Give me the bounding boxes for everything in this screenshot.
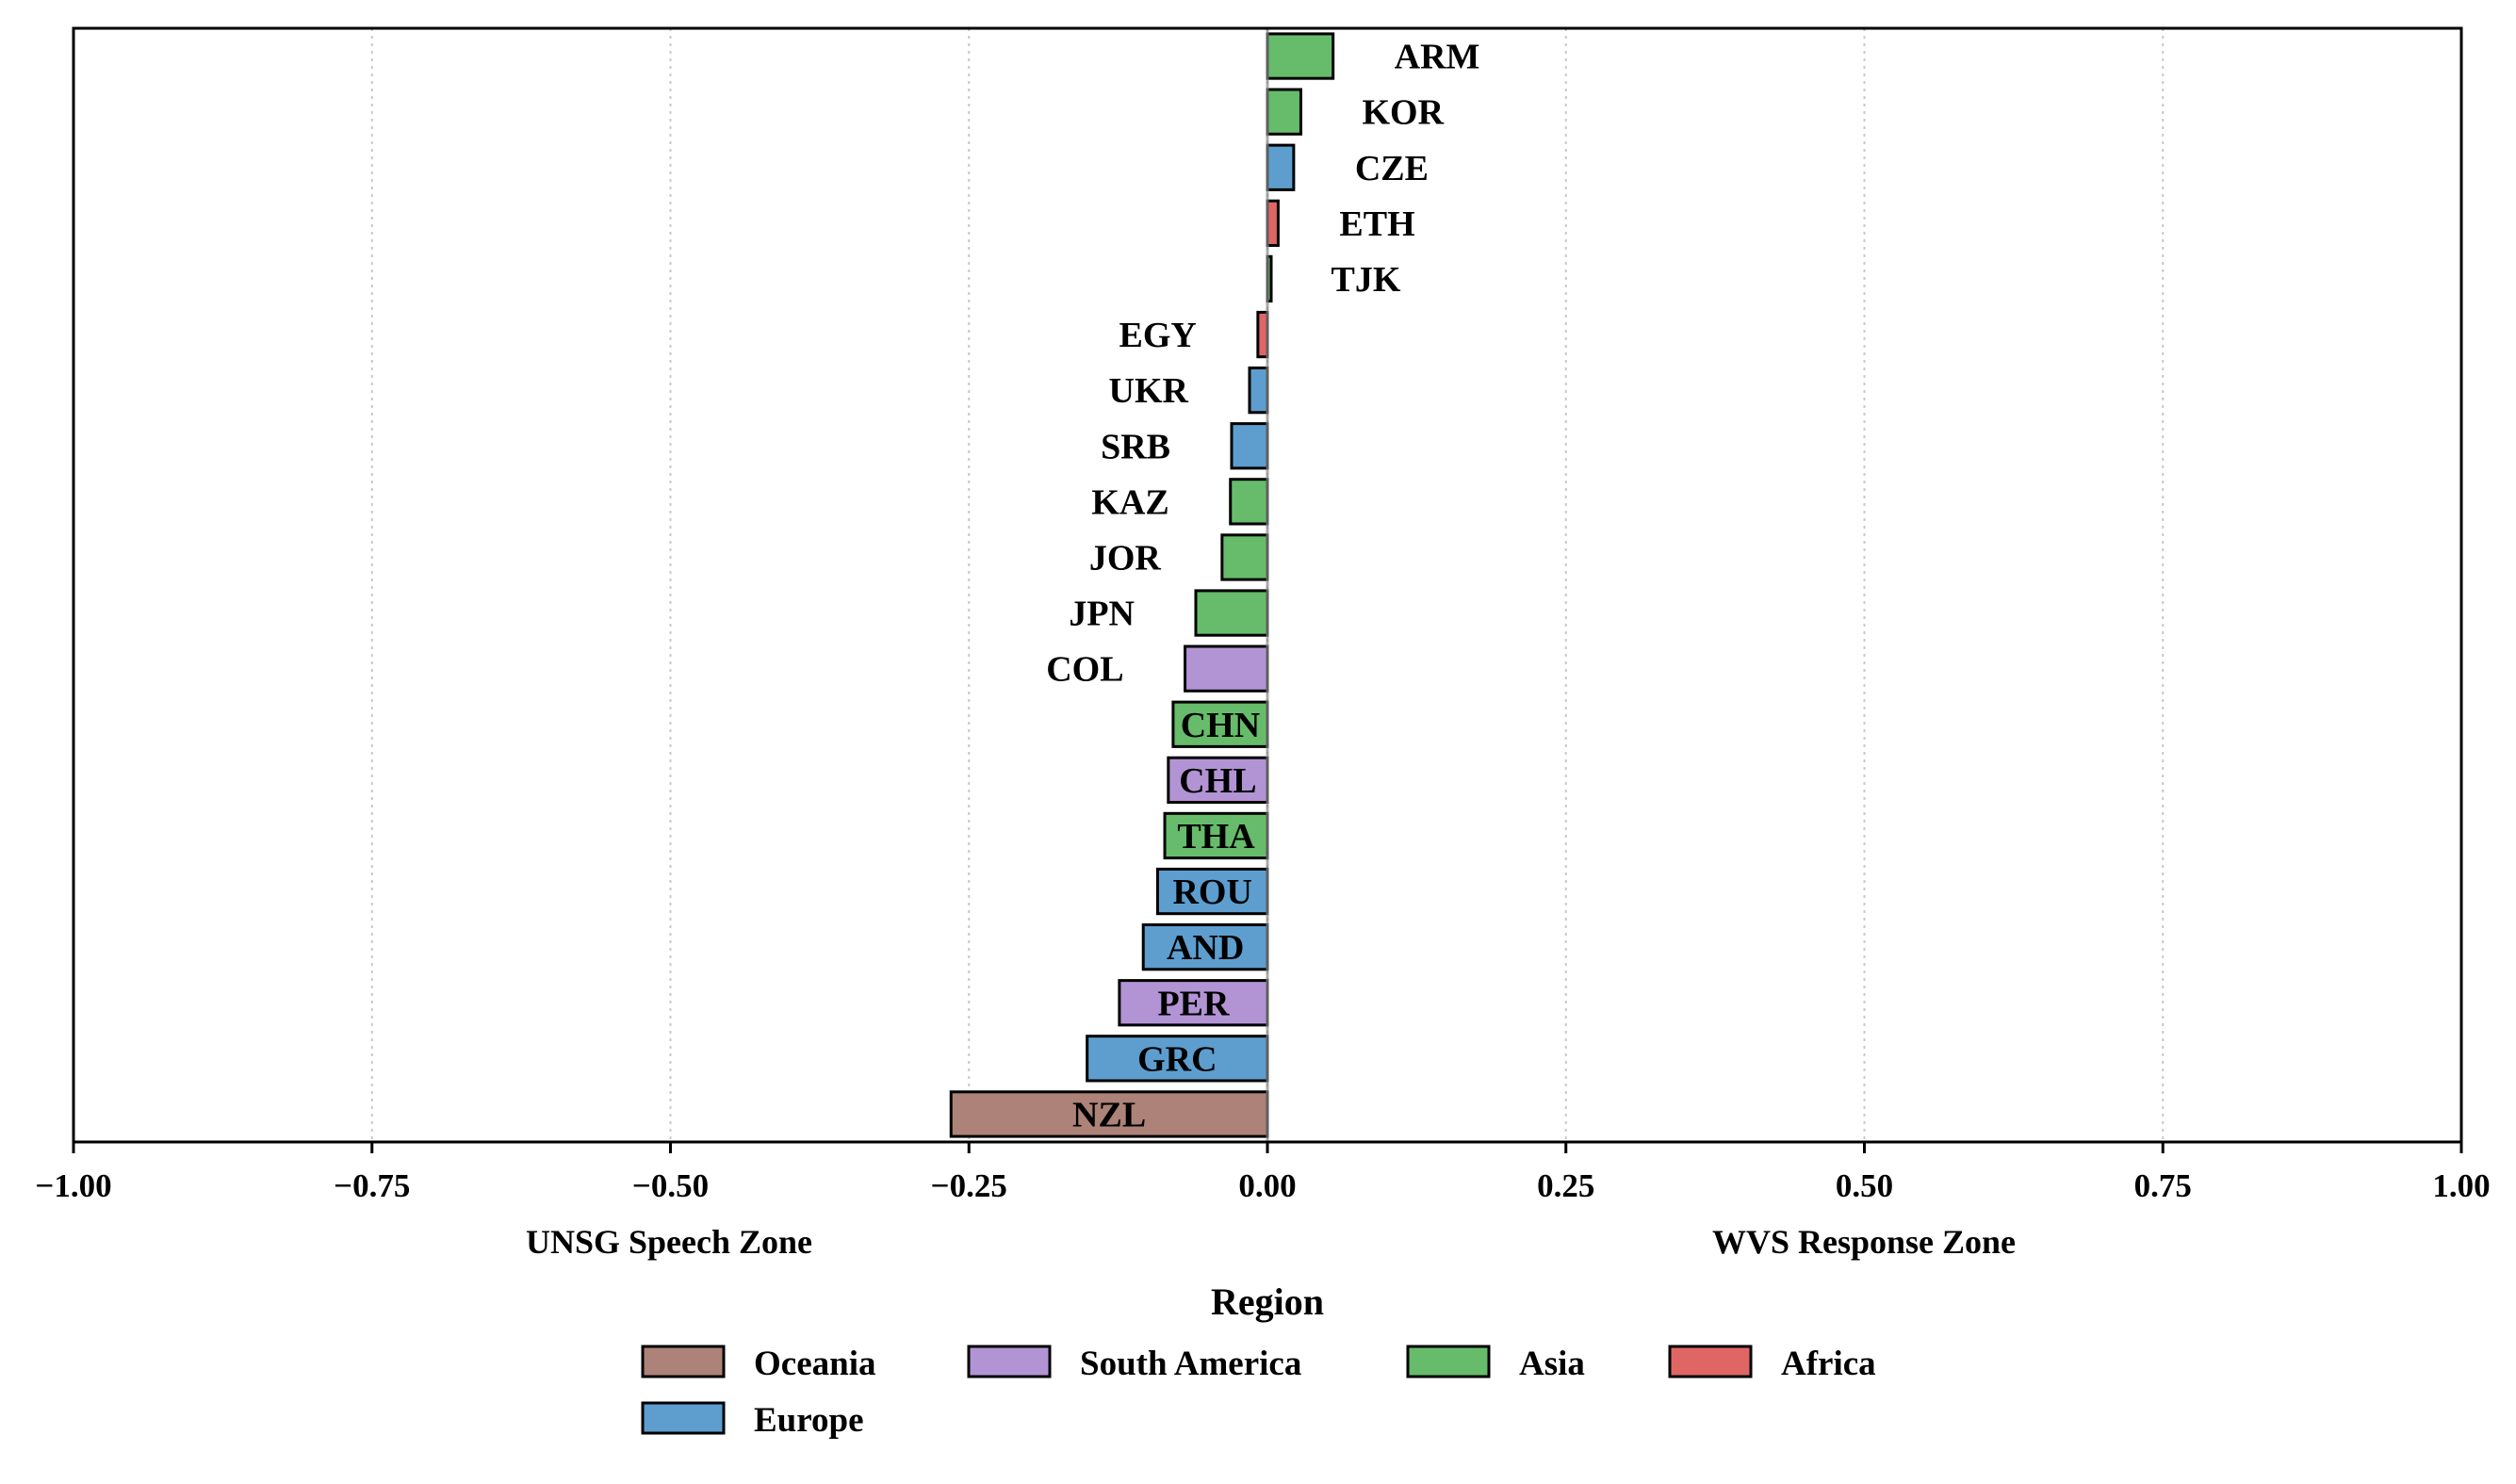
bar-label-cze: CZE <box>1355 149 1429 188</box>
bar-label-arm: ARM <box>1395 38 1480 77</box>
bar-label-egy: EGY <box>1119 316 1197 355</box>
bar-label-chn: CHN <box>1181 706 1260 745</box>
legend-label: Oceania <box>754 1345 875 1383</box>
bar-label-chl: CHL <box>1179 761 1256 801</box>
x-axis-ticks: −1.00 −0.75 −0.50 −0.25 0.00 0.25 0.50 0.75 1.00 <box>35 1142 2491 1204</box>
bar-label-rou: ROU <box>1172 872 1251 912</box>
left-zone-label: UNSG Speech Zone <box>526 1223 812 1261</box>
bar-label-nzl: NZL <box>1072 1095 1146 1134</box>
legend-swatch <box>641 1401 726 1435</box>
right-zone-label: WVS Response Zone <box>1712 1223 2016 1261</box>
bar-label-grc: GRC <box>1137 1039 1217 1079</box>
bar-egy <box>1256 310 1269 359</box>
legend-swatch <box>1406 1345 1491 1378</box>
legend-label: Asia <box>1519 1345 1585 1383</box>
bar-arm <box>1266 32 1335 80</box>
bar-chl <box>1167 756 1269 804</box>
x-tick-label: 0.50 <box>1836 1167 1893 1204</box>
bars <box>949 28 1335 1142</box>
bar-chn <box>1171 700 1269 748</box>
legend-label: Africa <box>1781 1345 1876 1383</box>
bar-jpn <box>1194 589 1269 637</box>
bar-cze <box>1266 143 1296 191</box>
legend-swatch <box>641 1345 726 1378</box>
bar-label-kor: KOR <box>1362 93 1444 133</box>
bar-eth <box>1266 199 1280 247</box>
legend: Oceania South America Asia Africa Europe <box>641 1345 1876 1440</box>
bar-label-per: PER <box>1157 984 1230 1023</box>
bar-tha <box>1163 811 1269 860</box>
bar-label-and: AND <box>1167 928 1244 968</box>
legend-title: Region <box>1211 1280 1324 1323</box>
x-tick-label: −1.00 <box>35 1167 111 1204</box>
legend-label: South America <box>1080 1345 1301 1383</box>
bar-labels: ARM KOR CZE ETH TJK EGY UKR SRB KAZ JOR JPN COL CHN C… <box>1046 38 1479 1135</box>
bar-srb <box>1230 422 1269 470</box>
bar-label-kaz: KAZ <box>1091 482 1168 522</box>
x-tick-label: 0.25 <box>1537 1167 1594 1204</box>
legend-swatch <box>1668 1345 1753 1378</box>
x-tick-label: 0.00 <box>1238 1167 1296 1204</box>
bar-jor <box>1220 533 1269 581</box>
bar-label-srb: SRB <box>1101 427 1170 466</box>
x-tick-label: −0.50 <box>632 1167 709 1204</box>
bar-label-ukr: UKR <box>1109 371 1189 411</box>
bar-kaz <box>1229 478 1269 526</box>
bar-col <box>1184 644 1269 693</box>
x-tick-label: −0.25 <box>931 1167 1007 1204</box>
legend-label: Europe <box>754 1401 864 1440</box>
bar-label-eth: ETH <box>1339 204 1414 244</box>
bar-label-tjk: TJK <box>1332 260 1401 300</box>
x-tick-label: 0.75 <box>2134 1167 2192 1204</box>
legend-swatch <box>967 1345 1052 1378</box>
bar-per <box>1118 979 1269 1027</box>
x-tick-label: 1.00 <box>2432 1167 2490 1204</box>
bar-label-jpn: JPN <box>1069 595 1135 634</box>
bar-ukr <box>1248 367 1269 415</box>
bar-label-tha: THA <box>1177 817 1255 856</box>
bar-rou <box>1155 867 1269 916</box>
bar-label-col: COL <box>1046 650 1123 690</box>
bar-label-jor: JOR <box>1089 538 1162 578</box>
x-tick-label: −0.75 <box>334 1167 410 1204</box>
bar-kor <box>1266 88 1302 136</box>
